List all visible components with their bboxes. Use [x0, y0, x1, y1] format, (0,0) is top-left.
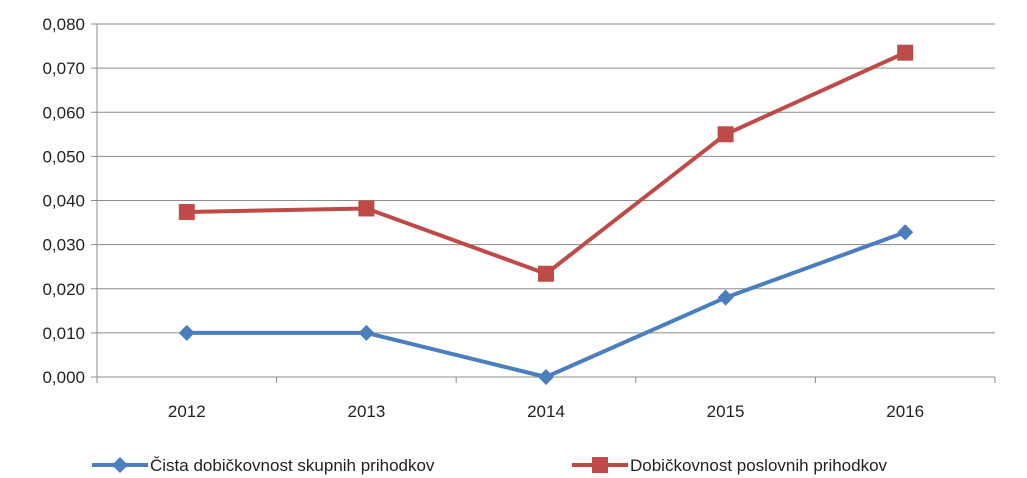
- x-axis-ticks: 2012 2013 2014 2015 2016: [96, 377, 996, 421]
- legend: Čista dobičkovnost skupnih prihodkov Dobi…: [92, 456, 888, 475]
- x-tick-label: 2014: [527, 402, 565, 421]
- series-2-point: [897, 44, 914, 61]
- y-axis-ticks: 0,000 0,010 0,020 0,030 0,040 0,050 0,060 0,070…: [42, 15, 97, 387]
- legend-label: Čista dobičkovnost skupnih prihodkov: [150, 456, 435, 475]
- series-1-line: [184, 230, 908, 379]
- y-tick-label: 0,040: [42, 192, 85, 211]
- series-1: [178, 224, 914, 385]
- series-1-point: [897, 224, 914, 241]
- legend-swatch-marker: [112, 457, 128, 473]
- series-2-point: [178, 203, 195, 220]
- series-2-point: [538, 265, 554, 282]
- y-tick-label: 0,030: [42, 236, 85, 255]
- x-tick-label: 2013: [347, 402, 385, 421]
- series-2-point: [717, 126, 734, 143]
- series-2-line: [184, 50, 908, 276]
- series-2-point: [358, 200, 375, 217]
- y-tick-label: 0,060: [42, 103, 85, 122]
- legend-item-1: Čista dobičkovnost skupnih prihodkov: [92, 456, 435, 475]
- x-tick-label: 2012: [168, 402, 206, 421]
- y-tick-label: 0,000: [42, 368, 85, 387]
- legend-label: Dobičkovnost poslovnih prihodkov: [630, 456, 888, 475]
- series-1-point: [717, 289, 734, 306]
- x-tick-label: 2016: [886, 402, 924, 421]
- legend-item-2: Dobičkovnost poslovnih prihodkov: [572, 456, 888, 475]
- series-1-point: [538, 369, 554, 385]
- y-tick-label: 0,010: [42, 324, 85, 343]
- gridlines: [97, 23, 995, 334]
- series-1-point: [358, 324, 375, 341]
- y-tick-label: 0,020: [42, 280, 85, 299]
- y-tick-label: 0,070: [42, 59, 85, 78]
- y-tick-label: 0,080: [42, 15, 85, 34]
- x-tick-label: 2015: [707, 402, 745, 421]
- series-2: [178, 44, 914, 282]
- y-tick-label: 0,050: [42, 147, 85, 166]
- series: [178, 44, 914, 385]
- legend-swatch-marker: [592, 457, 608, 473]
- series-1-point: [178, 324, 195, 341]
